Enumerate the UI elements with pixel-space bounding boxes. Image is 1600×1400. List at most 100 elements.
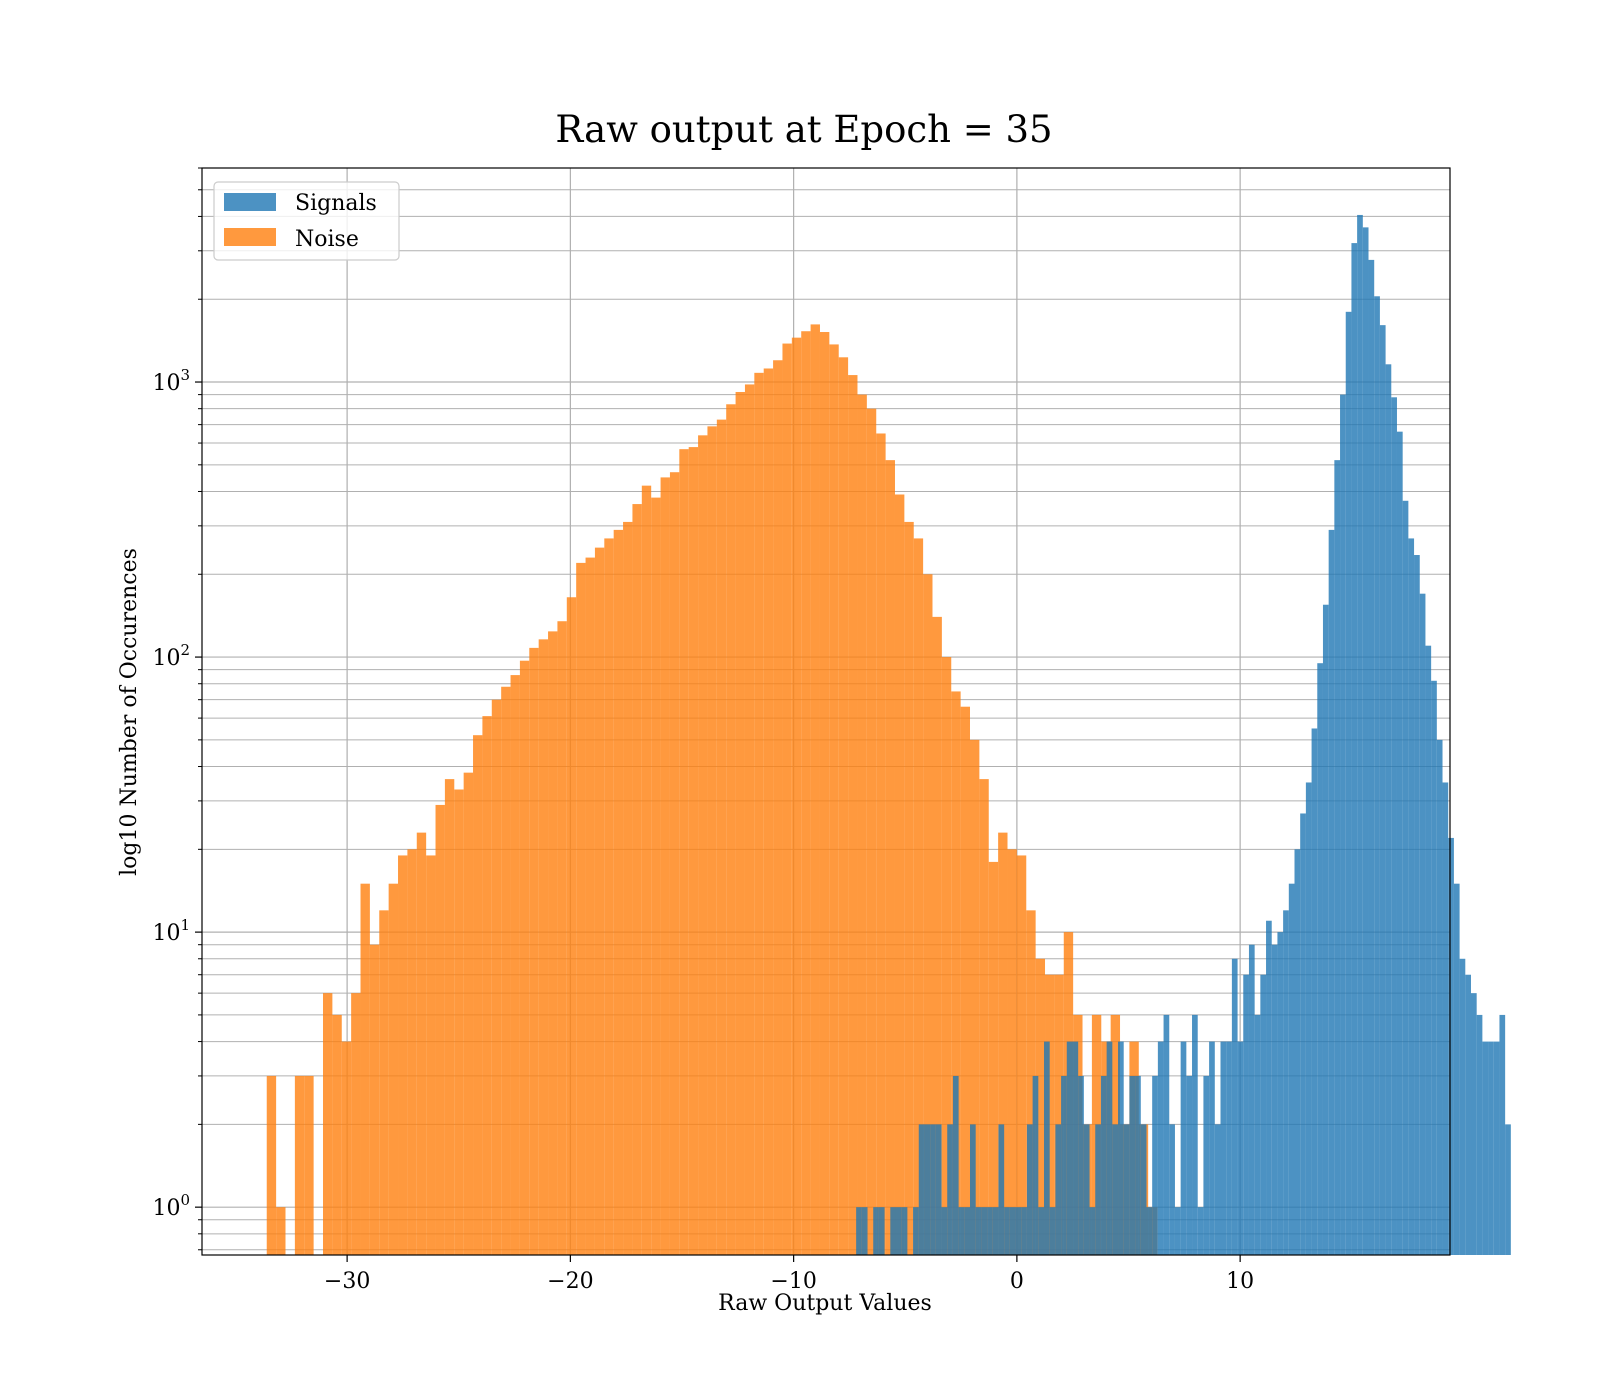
noise-bar xyxy=(726,404,736,1255)
signals-bar xyxy=(1197,1207,1204,1255)
legend-label-noise: Noise xyxy=(295,227,359,252)
signals-bar xyxy=(895,1207,902,1255)
noise-bar xyxy=(876,433,886,1255)
noise-bar xyxy=(473,735,483,1255)
noise-bar xyxy=(866,408,877,1255)
signals-bar xyxy=(981,1207,988,1255)
signals-bar xyxy=(1300,813,1306,1255)
signals-bar xyxy=(924,1124,931,1255)
noise-bar xyxy=(266,1075,277,1255)
signals-bar xyxy=(1260,974,1267,1255)
signals-bar xyxy=(1396,431,1403,1256)
noise-bar xyxy=(576,562,586,1255)
signals-bar xyxy=(1140,1124,1147,1255)
signals-bar xyxy=(1038,1207,1045,1255)
noise-bar xyxy=(444,779,455,1255)
signals-bar xyxy=(1072,1041,1079,1255)
noise-bar xyxy=(501,686,511,1255)
x-tick-label: −10 xyxy=(770,1269,816,1294)
legend: Signals Noise xyxy=(213,181,400,261)
legend-swatch-signals xyxy=(224,193,276,211)
signals-bar xyxy=(1209,1041,1215,1255)
signals-bar xyxy=(1135,1075,1141,1255)
noise-bar xyxy=(482,716,492,1255)
signals-bar xyxy=(890,1207,896,1255)
noise-bar xyxy=(1007,849,1017,1255)
signals-bar xyxy=(952,1075,959,1255)
signals-bar xyxy=(1248,944,1255,1255)
y-tick-label: 102 xyxy=(152,641,190,671)
signals-bar xyxy=(1095,1124,1101,1255)
noise-bar xyxy=(529,647,539,1255)
noise-bar xyxy=(613,529,624,1255)
signals-bar xyxy=(1129,1075,1136,1255)
noise-bar xyxy=(351,993,361,1255)
signals-bar xyxy=(1305,782,1312,1255)
signals-bar xyxy=(1163,1014,1170,1255)
signals-bar xyxy=(1226,1041,1232,1255)
signals-bar xyxy=(1453,883,1460,1255)
noise-bar xyxy=(585,557,595,1255)
noise-bar xyxy=(848,375,858,1255)
noise-bar xyxy=(988,861,999,1255)
y-tick-label: 100 xyxy=(152,1191,190,1221)
signals-bar xyxy=(1357,214,1363,1255)
signals-bar xyxy=(958,1207,965,1255)
signals-bar xyxy=(987,1207,993,1255)
signals-bar xyxy=(1476,1014,1483,1255)
signals-bar xyxy=(1505,1124,1511,1255)
signals-bar xyxy=(975,1207,982,1255)
legend-swatch-noise xyxy=(224,228,276,246)
signals-bar xyxy=(1368,259,1375,1255)
signals-bar xyxy=(1465,974,1471,1255)
signals-bar xyxy=(1442,782,1449,1255)
noise-bar xyxy=(435,804,445,1255)
signals-bar xyxy=(1203,1075,1210,1255)
noise-bar xyxy=(538,639,549,1255)
signals-bar xyxy=(1243,974,1249,1255)
signals-bar xyxy=(992,1207,999,1255)
noise-bar xyxy=(594,547,605,1255)
noise-bar xyxy=(801,331,811,1255)
noise-bar xyxy=(1016,855,1027,1255)
signals-bar xyxy=(1078,1075,1084,1255)
signals-bar xyxy=(1493,1041,1500,1255)
noise-bar xyxy=(566,597,577,1255)
noise-bar xyxy=(463,772,474,1255)
noise-bar xyxy=(379,910,389,1255)
noise-bar xyxy=(923,574,933,1255)
noise-bar xyxy=(913,538,924,1255)
noise-bar xyxy=(407,849,417,1255)
noise-bar xyxy=(454,789,464,1255)
noise-bar xyxy=(951,691,961,1255)
signals-bar xyxy=(1351,243,1358,1255)
signals-bar xyxy=(1425,645,1432,1255)
signals-bar xyxy=(918,1124,925,1255)
signals-bar xyxy=(1419,593,1426,1255)
signals-bar xyxy=(1385,364,1392,1255)
noise-bar xyxy=(519,660,530,1255)
signals-bar xyxy=(935,1124,942,1255)
noise-bar xyxy=(623,521,633,1255)
x-tick-label: −20 xyxy=(547,1269,593,1294)
signals-bar xyxy=(1192,1014,1198,1255)
signals-bar xyxy=(1015,1207,1022,1255)
noise-bar xyxy=(932,616,942,1255)
noise-bar xyxy=(1054,974,1064,1255)
noise-bar xyxy=(388,883,399,1255)
signals-bar xyxy=(1391,397,1397,1255)
signals-bar xyxy=(1488,1041,1494,1255)
signals-bar xyxy=(1049,1207,1056,1255)
y-tick-label: 101 xyxy=(152,916,190,946)
noise-bar xyxy=(641,485,652,1255)
noise-bar xyxy=(304,1075,314,1255)
noise-bar xyxy=(998,832,1008,1255)
signals-bar xyxy=(1277,932,1284,1255)
noise-bars xyxy=(266,324,1158,1256)
signals-bar xyxy=(1106,1041,1113,1255)
signals-bar xyxy=(1482,1041,1489,1255)
signals-bar xyxy=(1214,1124,1221,1255)
signals-bar xyxy=(930,1124,936,1255)
signals-bar xyxy=(1100,1075,1107,1255)
signals-bar xyxy=(1459,958,1466,1255)
